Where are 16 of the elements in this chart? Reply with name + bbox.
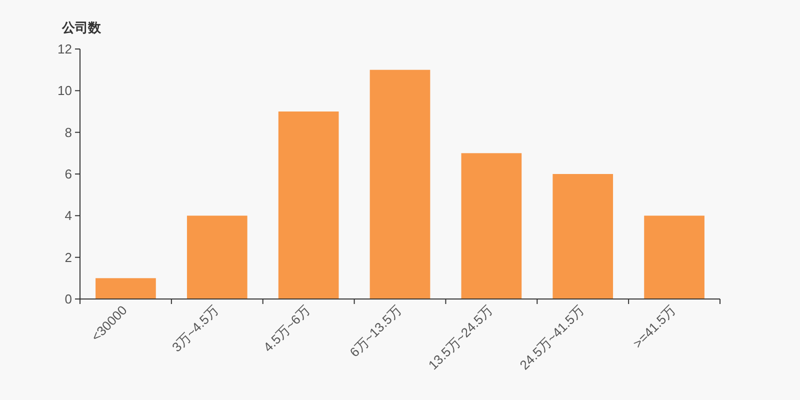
bar: [278, 112, 339, 299]
bar: [186, 216, 248, 299]
y-tick-label: 10: [58, 83, 72, 98]
y-tick-label: 8: [64, 124, 72, 140]
x-tick-label: 4.5万~6万: [260, 302, 313, 355]
y-tick-label: 0: [64, 292, 72, 306]
bar: [644, 216, 704, 299]
y-axis-title: 公司数: [61, 20, 102, 35]
bar: [552, 174, 614, 299]
bar: [461, 153, 522, 299]
bar: [370, 70, 430, 299]
y-tick-label: 4: [64, 208, 72, 224]
y-tick-label: 2: [64, 250, 72, 265]
y-tick-label: 12: [58, 42, 72, 56]
bar: [96, 278, 156, 299]
y-tick-label: 6: [64, 166, 72, 182]
